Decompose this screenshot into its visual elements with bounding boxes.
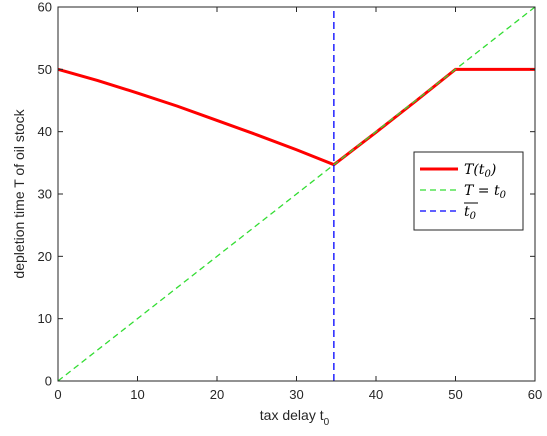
y-tick-label: 10: [38, 311, 52, 326]
x-axis-label-main: tax delay t: [260, 407, 324, 423]
legend-label-subscript: 0: [484, 169, 491, 180]
legend-label-main: T = t: [464, 183, 500, 199]
y-tick-label: 0: [45, 374, 52, 389]
y-tick-label: 50: [38, 62, 52, 77]
x-tick-label: 10: [130, 387, 144, 402]
x-tick-label: 0: [54, 387, 61, 402]
x-tick-label: 40: [369, 387, 383, 402]
legend-label-end: ): [490, 162, 496, 178]
y-tick-label: 30: [38, 187, 52, 202]
y-tick-label: 20: [38, 249, 52, 264]
y-tick-label: 40: [38, 124, 52, 139]
legend-box: [413, 151, 524, 231]
series-line-1: [57, 6, 536, 382]
axis-ticks: 0 10 20 30 40 50 60 0 10 20 30 40 50 60: [38, 0, 543, 402]
series-line-0: [57, 67, 535, 167]
x-tick-label: 50: [448, 387, 462, 402]
x-tick-label: 30: [289, 387, 303, 402]
legend-label-main: T(t: [464, 162, 485, 178]
legend-label-1: T = t0: [464, 183, 507, 201]
legend-label-subscript: 0: [500, 190, 507, 201]
legend-label-2: t0: [464, 204, 477, 222]
x-tick-label: 20: [210, 387, 224, 402]
y-tick-label: 60: [38, 0, 52, 15]
legend-label-subscript: 0: [470, 211, 477, 222]
plot-lines: [57, 6, 536, 382]
x-axis-label-subscript: 0: [324, 417, 330, 428]
x-tick-label: 60: [528, 387, 542, 402]
x-axis-label: tax delay t0: [260, 407, 330, 428]
y-axis-label: depletion time T of oil stock: [11, 108, 27, 278]
legend-label-main: t: [464, 204, 470, 220]
legend-label-0: T(t0): [464, 162, 496, 180]
